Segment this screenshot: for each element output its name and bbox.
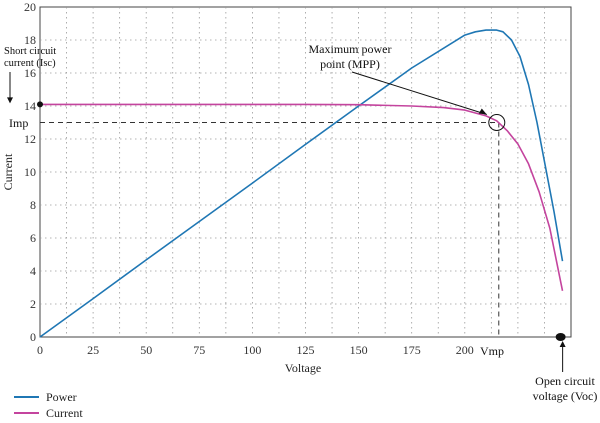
x-tick-label: 100 [243,343,261,357]
y-tick-label: 4 [30,264,36,278]
x-tick-label: 150 [350,343,368,357]
legend-label-power: Power [46,390,77,404]
x-tick-label: 25 [87,343,99,357]
x-tick-label: 50 [140,343,152,357]
y-tick-label: 14 [24,99,36,113]
voc-point [555,333,566,341]
x-tick-label: 0 [37,343,43,357]
series-line-current [40,103,564,291]
x-tick-label: 175 [403,343,421,357]
y-tick-label: 16 [24,66,36,80]
isc-label-line2: current (Isc) [4,58,56,69]
mpp-guides [40,122,500,337]
legend-label-current: Current [46,406,83,420]
y-axis-label: Current [1,153,15,190]
mpp-arrow-line [351,71,487,115]
y-tick-label: 20 [24,0,36,14]
y-tick-labels: 0 2 4 6 8 10 12 14 16 18 20 [24,0,36,344]
mpp-label-line1: Maximum power [309,42,392,56]
vmp-label: Vmp [480,344,504,358]
y-tick-label: 0 [30,330,36,344]
voc-arrow-head [559,341,566,347]
isc-label-line1: Short circuit [4,46,56,57]
series-line-power [39,29,564,338]
x-tick-label: 75 [193,343,205,357]
x-tick-labels: 0 25 50 75 100 125 150 175 200 [37,343,474,357]
y-tick-label: 12 [24,132,36,146]
imp-label: Imp [9,116,28,130]
mpp-circle [488,114,506,131]
x-axis-label: Voltage [285,361,321,375]
mpp-label-line2: point (MPP) [320,57,380,71]
legend: Power Current [14,390,83,420]
grid [40,7,571,337]
x-tick-label: 125 [297,343,315,357]
series-lines [39,29,564,338]
voc-label-line2: voltage (Voc) [533,389,598,403]
y-tick-label: 10 [24,165,36,179]
x-tick-label: 200 [456,343,474,357]
y-tick-label: 18 [24,33,36,47]
y-tick-label: 2 [30,297,36,311]
y-tick-label: 8 [30,198,36,212]
isc-point [37,101,43,108]
mpp-arrow-head [478,108,487,115]
voc-label-line1: Open circuit [535,374,595,388]
isc-arrow-head [7,97,13,104]
markers [7,71,566,372]
y-tick-label: 6 [30,231,36,245]
